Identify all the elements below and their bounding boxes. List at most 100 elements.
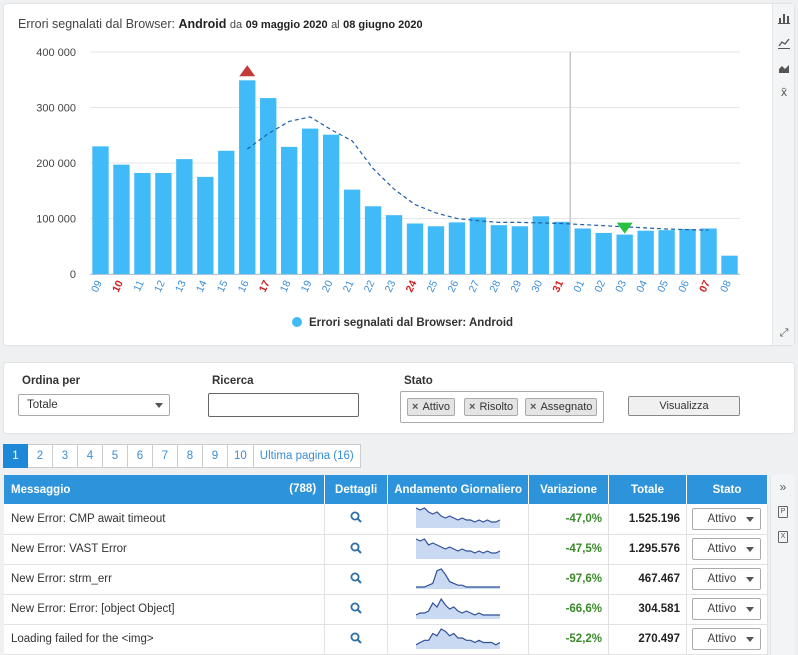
bar[interactable] [637, 230, 654, 274]
page-button[interactable]: 2 [28, 444, 53, 468]
bar[interactable] [469, 217, 487, 274]
search-input[interactable] [208, 393, 359, 417]
page-button[interactable]: 3 [53, 444, 78, 468]
page-button[interactable]: 8 [178, 444, 203, 468]
bar[interactable] [490, 225, 508, 274]
excel-icon[interactable]: X [778, 531, 788, 543]
chart-title: Errori segnalati dal Browser: Android da… [18, 17, 423, 31]
bar-chart[interactable]: 0 100 000 200 000 300 000 400 000 09 10 11 12 13 1… [4, 4, 770, 345]
status-select[interactable]: Attivo [692, 538, 762, 560]
tag-remove-icon[interactable]: × [469, 401, 476, 413]
status-tag-risolto[interactable]: × Risolto [464, 398, 519, 416]
bar[interactable] [364, 206, 382, 274]
legend-marker [292, 317, 302, 327]
pdf-icon[interactable]: P [778, 506, 788, 518]
bar[interactable] [260, 98, 277, 274]
search-icon[interactable] [350, 632, 362, 644]
page-button[interactable]: 6 [128, 444, 153, 468]
bar[interactable] [197, 176, 214, 274]
visualizza-button[interactable]: Visualizza [628, 396, 740, 416]
status-tag-assegnato[interactable]: × Assegnato [525, 398, 598, 416]
bar[interactable] [176, 159, 193, 274]
header-variation[interactable]: Variazione [528, 475, 610, 504]
table-row[interactable]: New Error: Error: [object Object] -66,6% 3… [4, 594, 769, 625]
bar[interactable] [532, 216, 549, 274]
bar[interactable] [721, 255, 738, 274]
bar[interactable] [427, 226, 445, 274]
x-tick-label: 27 [466, 278, 482, 294]
page-button[interactable]: 4 [78, 444, 103, 468]
search-icon[interactable] [350, 511, 362, 523]
page-button[interactable]: 10 [228, 444, 254, 468]
bar[interactable] [700, 228, 717, 274]
bar[interactable] [113, 164, 130, 274]
chart-title-from-word: da [229, 19, 243, 31]
table-row[interactable]: New Error: strm_err -97,6% 467.467 Attivo [4, 564, 769, 595]
line-chart-icon[interactable] [777, 37, 791, 51]
bar[interactable] [595, 232, 612, 274]
header-trend[interactable]: Andamento Giornaliero [387, 475, 530, 504]
sparkline-line [416, 567, 501, 588]
bar[interactable] [448, 222, 466, 274]
header-total[interactable]: Totale [608, 475, 687, 504]
page-button[interactable]: 9 [203, 444, 228, 468]
status-tag-attivo[interactable]: × Attivo [407, 398, 455, 416]
last-page-button[interactable]: Ultima pagina (16) [253, 444, 361, 468]
bar[interactable] [218, 150, 235, 274]
page-button[interactable]: 5 [103, 444, 128, 468]
bar-chart-icon[interactable] [777, 12, 791, 26]
bar[interactable] [301, 128, 319, 274]
bar[interactable] [406, 223, 424, 274]
status-select[interactable]: Attivo [692, 598, 762, 620]
tag-remove-icon[interactable]: × [530, 401, 537, 413]
bar[interactable] [134, 172, 151, 274]
header-count: (788) [289, 483, 317, 495]
bar[interactable] [511, 226, 529, 274]
bar[interactable] [679, 229, 696, 274]
header-message[interactable]: Messaggio (788) [4, 475, 326, 504]
row-details [324, 564, 389, 595]
x-tick-label: 24 [404, 278, 420, 294]
bar[interactable] [553, 221, 570, 274]
average-icon[interactable]: x̄ [781, 85, 787, 99]
page-button[interactable]: 1 [3, 444, 28, 468]
status-select[interactable]: Attivo [692, 568, 762, 590]
page-button[interactable]: 7 [153, 444, 178, 468]
status-select[interactable]: Attivo [692, 628, 762, 650]
x-tick-label: 16 [236, 278, 252, 294]
sparkline-area [416, 598, 501, 619]
x-tick-label: 11 [131, 278, 147, 293]
tag-remove-icon[interactable]: × [412, 401, 419, 413]
row-status: Attivo [686, 594, 769, 625]
chart-panel: Errori segnalati dal Browser: Android da… [4, 4, 794, 345]
bar[interactable] [574, 228, 591, 274]
area-chart-icon[interactable] [777, 62, 791, 76]
fullscreen-icon[interactable]: ⤢ [779, 327, 789, 339]
expand-icon[interactable]: » [779, 480, 787, 494]
status-select[interactable]: Attivo [692, 507, 762, 530]
bar[interactable] [322, 134, 340, 274]
bar[interactable] [385, 215, 403, 274]
table-row[interactable]: Loading failed for the <img> -52,2% 270.49… [4, 624, 769, 655]
search-icon[interactable] [350, 602, 362, 614]
bar[interactable] [281, 146, 298, 274]
header-status[interactable]: Stato [686, 475, 769, 504]
bar[interactable] [239, 80, 256, 275]
sparkline [416, 567, 501, 589]
bar[interactable] [658, 230, 675, 274]
sort-select[interactable]: Totale [18, 394, 170, 416]
search-icon[interactable] [350, 572, 362, 584]
bar[interactable] [616, 234, 633, 274]
status-tags-input[interactable]: × Attivo × Risolto × Assegnato [400, 391, 604, 423]
sparkline-area [416, 628, 501, 649]
row-status: Attivo [686, 624, 769, 655]
search-icon[interactable] [350, 542, 362, 554]
row-details [324, 534, 389, 565]
header-details[interactable]: Dettagli [324, 475, 389, 504]
bar[interactable] [155, 172, 172, 274]
search-label: Ricerca [212, 375, 254, 387]
bar[interactable] [92, 146, 109, 274]
table-row[interactable]: New Error: VAST Error -47,5% 1.295.576 Atti… [4, 534, 769, 565]
bar[interactable] [343, 189, 361, 274]
table-row[interactable]: New Error: CMP await timeout -47,0% 1.525.… [4, 504, 769, 535]
